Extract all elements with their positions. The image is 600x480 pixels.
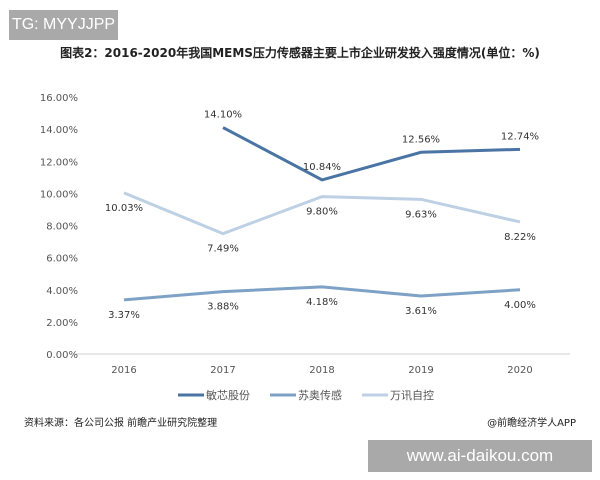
credit-note: @前瞻经济学人APP [487,418,576,429]
y-tick-label: 10.00% [40,189,78,200]
watermark-bottom: www.ai-daikou.com [368,440,592,472]
x-tick-label: 2019 [408,365,433,376]
data-label: 7.49% [207,244,239,255]
legend-label: 敏芯股份 [206,388,250,402]
chart-title: 图表2：2016-2020年我国MEMS压力传感器主要上市企业研发投入强度情况(… [60,46,540,60]
y-tick-label: 0.00% [46,350,78,361]
data-label: 3.61% [405,306,437,317]
data-label: 3.37% [108,310,140,321]
y-tick-label: 2.00% [46,318,78,329]
legend-label: 苏奥传感 [298,388,342,402]
data-label: 8.22% [504,232,536,243]
watermark-top: TG: MYYJJPP [9,10,118,40]
y-tick-label: 12.00% [40,157,78,168]
series-line-2 [123,285,521,302]
source-note: 资料来源：各公司公报 前瞻产业研究院整理 [24,418,218,429]
data-label: 4.00% [504,300,536,311]
data-label: 12.74% [501,131,539,142]
y-tick-label: 6.00% [46,254,78,265]
x-tick-label: 2018 [309,365,334,376]
series-line-1 [222,126,521,182]
data-label: 10.84% [303,162,341,173]
y-tick-label: 4.00% [46,286,78,297]
data-label: 10.03% [105,203,143,214]
data-label: 4.18% [306,297,338,308]
data-label: 3.88% [207,302,239,313]
y-tick-label: 14.00% [40,125,78,136]
data-label: 12.56% [402,134,440,145]
y-tick-label: 8.00% [46,222,78,233]
x-tick-label: 2017 [210,365,235,376]
data-label: 9.80% [306,207,338,218]
legend-label: 万讯自控 [390,388,434,402]
data-label: 14.10% [204,110,242,121]
y-tick-label: 16.00% [40,93,78,104]
x-tick-label: 2016 [111,365,136,376]
series-line-3 [123,191,521,236]
x-tick-label: 2020 [507,365,532,376]
data-label: 9.63% [405,209,437,220]
